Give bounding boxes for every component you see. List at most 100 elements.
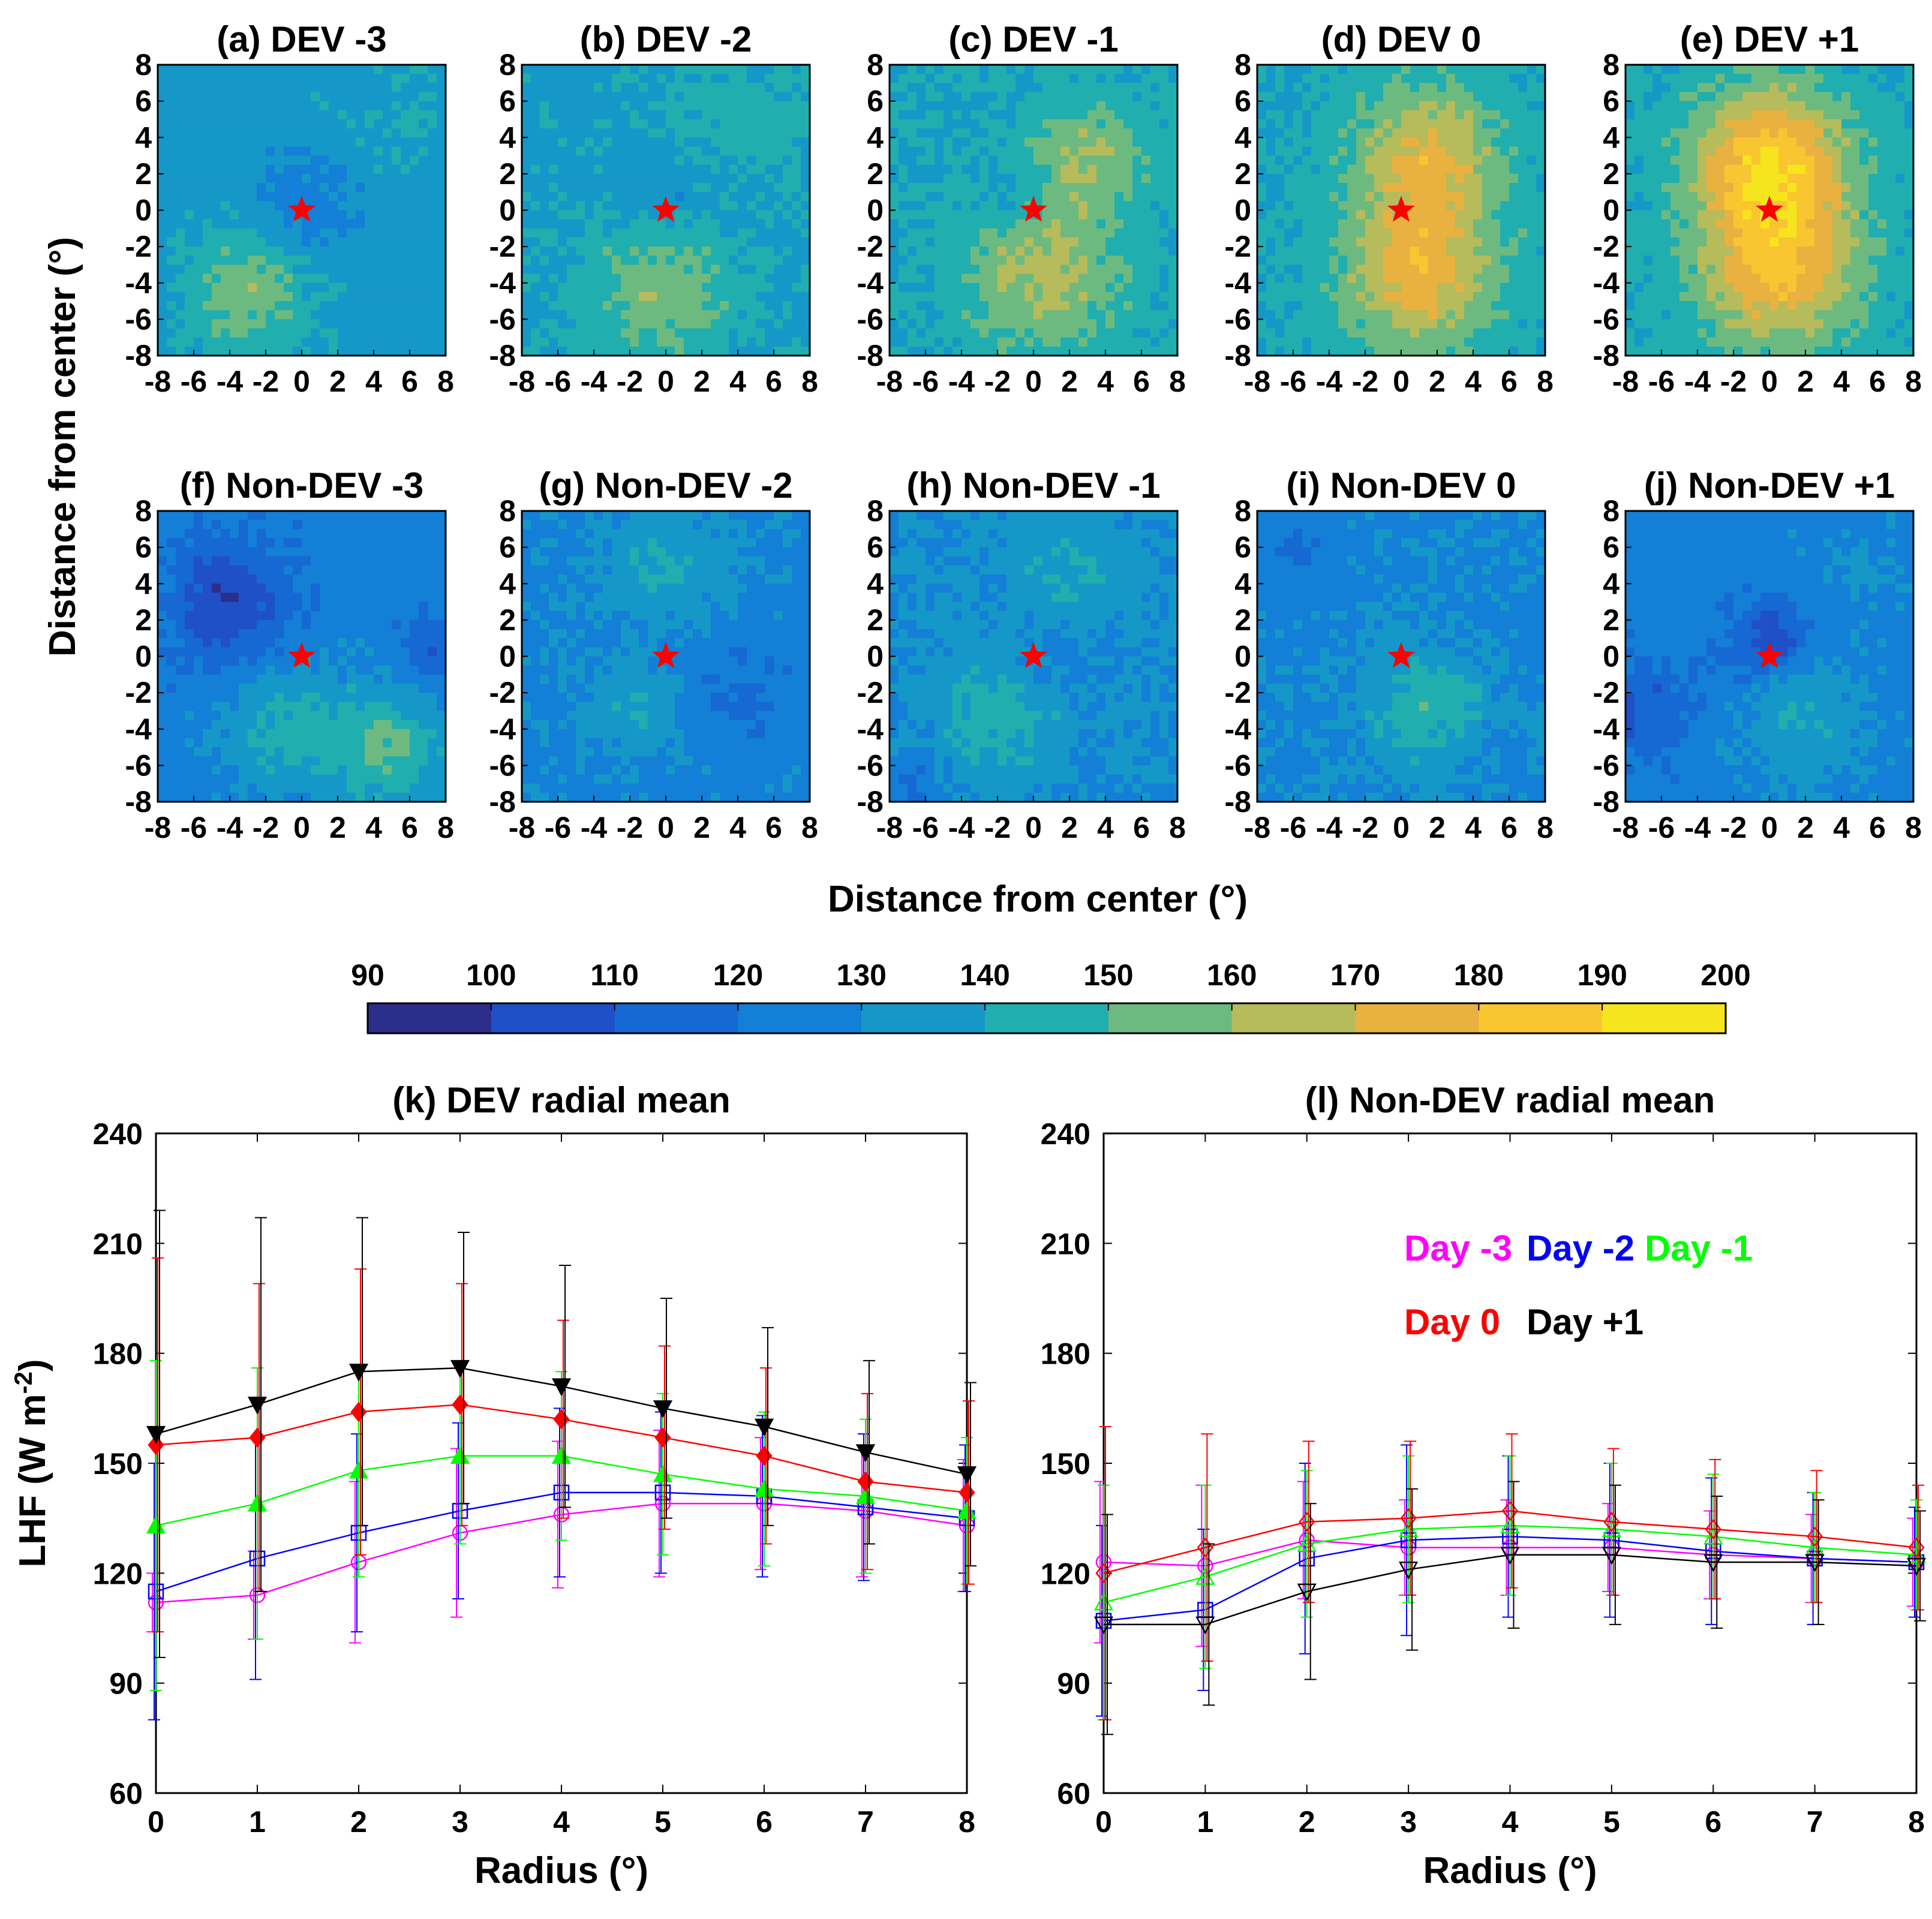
heatmap-cell [1275,228,1285,238]
heatmap-cell [917,74,926,83]
heatmap-cell [1733,164,1743,175]
heatmap-cell [419,346,428,356]
heatmap-cell [1401,119,1411,129]
heatmap-cell [257,291,266,302]
heatmap-cell [1096,282,1106,293]
heatmap-cell [1491,237,1501,247]
heatmap-cell [603,110,612,120]
heatmap-cell [693,65,702,74]
heatmap-cell [1509,337,1519,347]
heatmap-cell [194,328,203,338]
heatmap-cell [1455,128,1465,138]
heatmap-cell [1769,237,1779,247]
heatmap-cell [329,137,338,148]
heatmap-cell [1661,119,1671,129]
heatmap-cell [1670,291,1680,302]
heatmap-cell [1284,291,1294,302]
heatmap-cell [1042,155,1052,166]
heatmap-cell [908,65,917,74]
heatmap-cell [783,328,792,338]
heatmap-cell [549,173,558,184]
heatmap-cell [1688,74,1698,83]
y-tick-label: -6 [1225,302,1251,336]
heatmap-cell [338,164,347,175]
heatmap-cell [365,346,374,356]
heatmap-cell [1482,337,1492,347]
heatmap-cell [997,282,1007,293]
heatmap-cell [1401,237,1411,247]
heatmap-cell [167,301,176,311]
heatmap-cell [917,337,926,347]
heatmap-cell [1473,255,1483,266]
heatmap-cell [1643,74,1653,83]
heatmap-cell [962,310,971,320]
heatmap-cell [1661,228,1671,238]
heatmap-cell [1778,310,1788,320]
heatmap-cell [1347,301,1357,311]
heatmap-cell [1311,119,1321,129]
heatmap-cell [792,119,801,129]
heatmap-cell [1661,219,1671,229]
heatmap-cell [1733,310,1743,320]
heatmap-cell [1509,110,1519,120]
heatmap-cell [194,183,203,192]
heatmap-cell [1679,119,1689,129]
heatmap-cell [1383,110,1393,120]
heatmap-cell [567,337,576,347]
heatmap-cell [1374,210,1384,220]
heatmap-cell [1751,164,1761,175]
heatmap-cell [212,173,221,184]
heatmap-cell [221,119,230,129]
heatmap-cell [1670,210,1680,220]
heatmap-cell [1697,128,1707,138]
heatmap-cell [621,282,630,293]
heatmap-cell [531,210,540,220]
heatmap-cell [639,337,648,347]
heatmap-cell [1042,201,1052,211]
heatmap-cell [1697,282,1707,293]
heatmap-cell [1733,264,1743,275]
heatmap-cell [1060,237,1070,247]
heatmap-cell [1365,273,1375,284]
heatmap-cell [711,255,720,266]
heatmap-cell [684,155,693,166]
heatmap-cell [1437,346,1447,356]
heatmap-cell [1652,201,1662,211]
heatmap-cell [1670,173,1680,184]
heatmap-cell [720,183,729,192]
heatmap-cell [1778,192,1788,201]
heatmap-cell [1679,346,1689,356]
heatmap-cell [1275,128,1285,138]
heatmap-cell [1069,201,1079,211]
heatmap-cell [935,273,944,284]
heatmap-cell [1042,337,1052,347]
heatmap-cell [917,346,926,356]
heatmap-cell [1643,128,1653,138]
heatmap-cell [410,137,419,148]
heatmap-cell [1527,346,1537,356]
heatmap-cell [648,273,657,284]
heatmap-cell [693,119,702,129]
heatmap-cell [1266,310,1276,320]
heatmap-cell [248,319,257,329]
heatmap-cell [693,346,702,356]
heatmap-cell [284,155,293,166]
heatmap-cell [1401,255,1411,266]
heatmap-cell [194,237,203,247]
heatmap-cell [1078,346,1088,356]
heatmap-cell [1805,183,1815,192]
heatmap-cell [630,255,639,266]
heatmap-cell [1329,183,1339,192]
heatmap-cell [1715,237,1725,247]
heatmap-cell [531,301,540,311]
heatmap-cell [401,310,410,320]
heatmap-cell [783,183,792,192]
heatmap-cell [675,173,684,184]
heatmap-cell [1266,128,1276,138]
heatmap-cell [1015,146,1025,157]
heatmap-cell [230,92,239,102]
heatmap-cell [1060,346,1070,356]
heatmap-cell [1769,291,1779,302]
heatmap-cell [1302,346,1312,356]
heatmap-cell [926,346,935,356]
